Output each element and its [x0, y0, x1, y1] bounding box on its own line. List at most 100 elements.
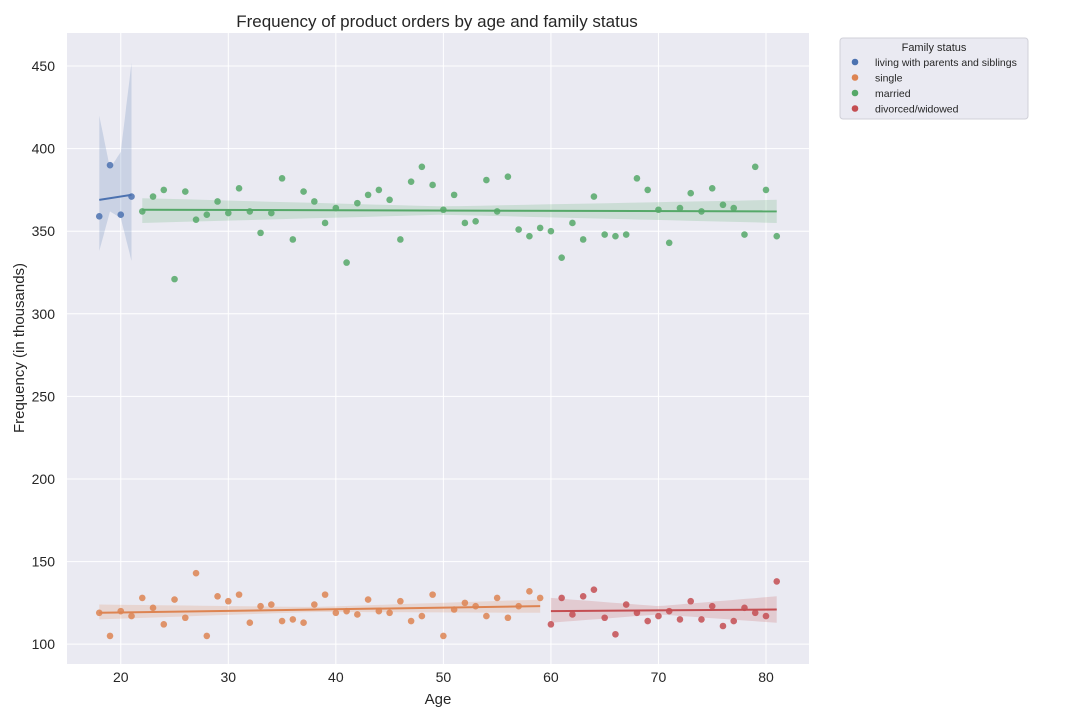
legend-marker: [851, 89, 859, 97]
trend-line: [142, 208, 777, 213]
data-point: [504, 173, 512, 181]
data-point: [95, 609, 103, 617]
confidence-band: [99, 62, 132, 262]
data-point: [483, 612, 490, 620]
data-point: [730, 204, 738, 212]
legend-label: living with parents and siblings: [875, 57, 1017, 69]
data-point: [106, 632, 114, 640]
x-tick-label: 80: [758, 669, 774, 685]
data-point: [225, 209, 232, 217]
data-point: [461, 219, 469, 227]
data-point: [526, 232, 533, 240]
data-point: [687, 189, 695, 197]
data-point: [461, 599, 469, 607]
data-point: [235, 591, 243, 598]
y-axis-ticks: 100 150 200 250 300 350 400 450: [32, 58, 56, 652]
data-point: [354, 199, 361, 207]
data-point: [181, 614, 189, 622]
data-point: [257, 229, 264, 237]
legend-label: divorced/widowed: [875, 104, 959, 116]
data-point: [214, 198, 221, 205]
legend-label: single: [875, 73, 903, 85]
x-tick-label: 70: [651, 669, 667, 685]
data-point: [171, 275, 178, 283]
data-point: [698, 616, 705, 623]
data-point: [536, 224, 544, 232]
trend-line: [99, 193, 132, 201]
trend-line: [99, 605, 541, 614]
data-point: [418, 612, 426, 620]
data-point: [354, 611, 361, 618]
data-point: [138, 594, 146, 602]
data-point: [321, 591, 329, 598]
data-point: [644, 617, 651, 625]
x-tick-label: 30: [221, 669, 237, 685]
data-point: [558, 594, 565, 602]
y-tick-label: 300: [32, 306, 56, 322]
data-point: [515, 226, 522, 233]
data-point: [375, 186, 383, 194]
chart-title: Frequency of product orders by age and f…: [236, 12, 638, 31]
data-point: [321, 219, 329, 227]
data-point: [547, 621, 555, 628]
data-point: [397, 236, 404, 243]
x-tick-label: 20: [113, 669, 129, 685]
data-point: [128, 193, 135, 200]
data-point: [719, 201, 727, 209]
y-tick-label: 250: [32, 388, 56, 404]
data-point: [579, 236, 587, 243]
data-point: [278, 175, 286, 182]
data-point: [149, 604, 157, 612]
legend-label: married: [875, 88, 911, 100]
data-point: [117, 211, 125, 219]
data-point: [343, 259, 350, 266]
y-tick-label: 450: [32, 58, 56, 74]
data-point: [450, 191, 458, 199]
grid-lines: [67, 33, 809, 664]
data-point: [751, 163, 759, 171]
data-point: [397, 597, 404, 605]
data-point: [633, 175, 641, 182]
data-point: [311, 601, 318, 608]
y-tick-label: 200: [32, 471, 56, 487]
data-point: [160, 621, 168, 628]
data-point: [149, 193, 157, 200]
data-point: [440, 632, 447, 640]
legend-items: living with parents and siblings single ma…: [851, 57, 1017, 116]
legend: Family status living with parents and si…: [839, 37, 1029, 120]
data-point: [407, 617, 415, 625]
data-point: [472, 218, 479, 225]
data-point: [536, 594, 544, 602]
data-point: [278, 617, 286, 625]
data-point: [558, 254, 565, 261]
data-point: [106, 161, 114, 169]
data-point: [429, 591, 436, 598]
legend-title: Family status: [902, 42, 967, 54]
data-point: [386, 609, 393, 617]
data-point: [192, 216, 200, 223]
data-point: [300, 188, 307, 195]
data-point: [483, 176, 490, 184]
data-point: [676, 204, 684, 212]
trend-lines: [99, 193, 777, 614]
data-point: [300, 619, 307, 627]
x-axis-ticks: 20 30 40 50 60 70 80: [113, 669, 774, 685]
data-point: [601, 231, 608, 238]
data-point: [128, 612, 135, 620]
data-point: [665, 239, 673, 247]
legend-box: [839, 37, 1029, 120]
data-point: [160, 186, 168, 194]
y-tick-label: 100: [32, 636, 56, 652]
data-point: [719, 622, 727, 630]
data-point: [612, 630, 619, 638]
data-point: [708, 184, 716, 192]
data-point: [181, 188, 189, 195]
x-tick-label: 60: [543, 669, 559, 685]
data-point: [687, 597, 695, 605]
y-tick-label: 150: [32, 554, 56, 570]
data-point: [171, 596, 178, 603]
data-point: [407, 178, 415, 185]
data-point: [762, 186, 770, 194]
data-point: [644, 186, 651, 194]
